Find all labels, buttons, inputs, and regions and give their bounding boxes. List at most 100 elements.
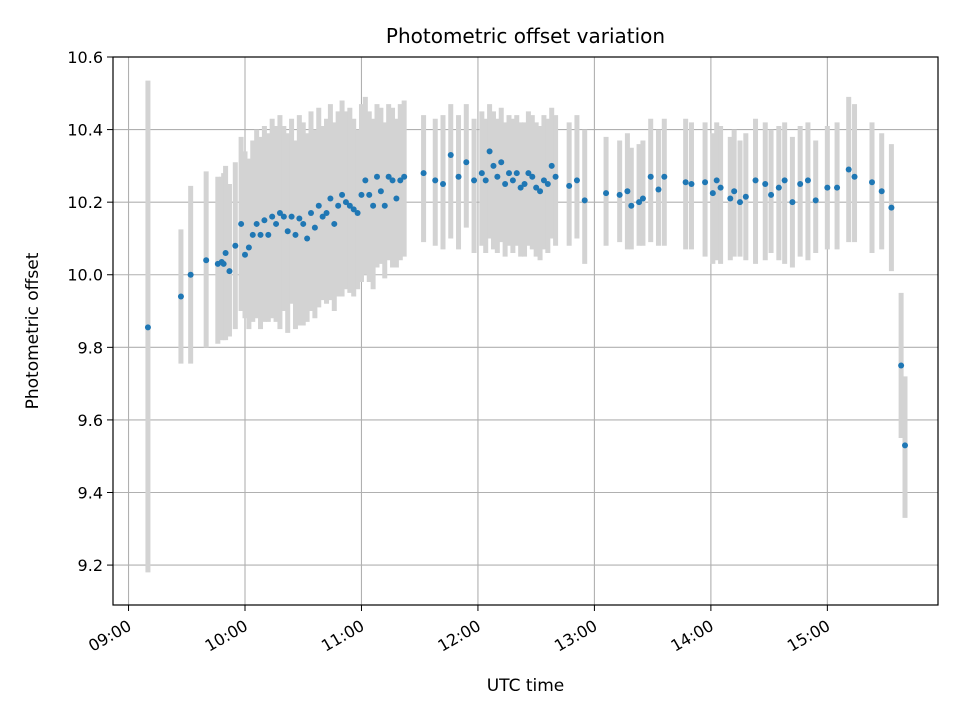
data-point — [346, 202, 353, 209]
data-point — [647, 173, 654, 180]
data-point — [513, 170, 520, 177]
data-point — [432, 177, 439, 184]
data-point — [727, 195, 734, 202]
data-point — [709, 190, 716, 197]
data-point — [249, 231, 256, 238]
data-point — [401, 173, 408, 180]
data-point — [639, 195, 646, 202]
data-point — [463, 159, 470, 166]
data-point — [226, 268, 233, 275]
data-point — [203, 257, 210, 264]
data-point — [636, 199, 643, 206]
data-point — [655, 186, 662, 193]
data-point — [331, 220, 338, 227]
data-point — [494, 173, 501, 180]
data-point — [789, 199, 796, 206]
y-tick-label: 9.8 — [78, 338, 103, 357]
data-point — [308, 210, 314, 217]
data-point — [177, 293, 184, 300]
data-point — [603, 190, 610, 197]
data-point — [824, 184, 831, 191]
data-point — [521, 181, 528, 188]
data-point — [276, 210, 283, 217]
data-point — [731, 188, 738, 195]
data-point — [544, 181, 551, 188]
data-point — [335, 202, 342, 209]
data-point — [490, 162, 497, 169]
data-point — [797, 181, 804, 188]
data-point — [304, 235, 311, 242]
data-point — [374, 173, 380, 180]
error-bars — [145, 80, 908, 573]
data-point — [688, 181, 695, 188]
data-point — [397, 177, 404, 184]
data-point — [762, 181, 769, 188]
data-point — [812, 197, 819, 204]
data-point — [537, 188, 544, 195]
data-point — [525, 170, 532, 177]
data-point — [377, 188, 384, 195]
data-point — [366, 191, 373, 198]
data-point — [393, 195, 400, 202]
data-point — [187, 271, 194, 278]
data-point — [242, 251, 248, 258]
data-point — [420, 170, 427, 177]
data-point — [144, 324, 151, 331]
data-point — [898, 362, 905, 369]
data-point — [573, 177, 580, 184]
data-point — [280, 213, 287, 220]
data-point — [616, 191, 623, 198]
data-point — [362, 177, 369, 184]
data-point — [350, 206, 357, 213]
data-point — [381, 202, 388, 209]
data-point — [581, 197, 588, 204]
data-point — [506, 170, 512, 177]
data-point — [245, 244, 252, 251]
data-point — [327, 195, 334, 202]
data-point — [292, 231, 299, 238]
data-point — [296, 215, 303, 222]
data-point — [851, 173, 858, 180]
data-point — [238, 220, 245, 227]
data-point — [339, 191, 346, 198]
data-point — [311, 224, 318, 231]
x-axis-label: UTC time — [487, 676, 565, 696]
data-point — [566, 182, 573, 189]
data-point — [533, 184, 540, 191]
data-point — [552, 173, 559, 180]
data-points — [144, 148, 908, 449]
data-point — [315, 202, 322, 209]
data-point — [869, 179, 875, 186]
data-point — [358, 191, 365, 198]
data-point — [220, 260, 227, 267]
data-point — [742, 193, 749, 200]
data-point — [845, 166, 852, 173]
data-point — [482, 177, 489, 184]
data-point — [702, 179, 709, 186]
data-point — [486, 148, 493, 155]
data-point — [269, 213, 276, 220]
data-point — [888, 204, 895, 211]
data-point — [529, 173, 536, 180]
y-tick-label: 10.4 — [67, 121, 103, 140]
y-axis-ticks: 9.2 9.4 9.6 9.8 10.0 10.2 10.4 10.6 — [67, 48, 113, 575]
chart-title: Photometric offset variation — [386, 24, 665, 48]
data-point — [261, 217, 268, 224]
plot-frame — [112, 56, 939, 606]
data-point — [502, 181, 509, 188]
data-point — [717, 184, 724, 191]
data-point — [902, 442, 908, 449]
y-tick-label: 10.0 — [67, 266, 103, 285]
y-tick-label: 9.4 — [78, 483, 103, 502]
data-point — [288, 213, 295, 220]
data-point — [498, 159, 505, 166]
data-point — [385, 173, 392, 180]
data-point — [447, 151, 454, 158]
data-point — [284, 228, 291, 235]
data-point — [768, 191, 775, 198]
data-point — [389, 177, 396, 184]
data-point — [540, 177, 547, 184]
data-point — [804, 177, 811, 184]
